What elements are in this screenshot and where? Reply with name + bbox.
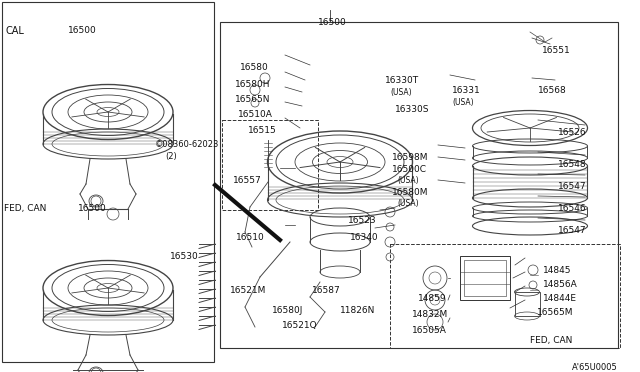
Text: 16551: 16551: [542, 46, 571, 55]
Text: 16580J: 16580J: [272, 306, 303, 315]
Text: (USA): (USA): [452, 98, 474, 107]
Text: 16548: 16548: [558, 160, 587, 169]
Text: CAL: CAL: [6, 26, 25, 36]
Text: 14844E: 14844E: [543, 294, 577, 303]
Bar: [390, 244, 620, 348]
Text: 16580H: 16580H: [235, 80, 271, 89]
Text: 16565M: 16565M: [537, 308, 573, 317]
Bar: [515, 292, 540, 316]
Bar: [464, 260, 506, 296]
Bar: [220, 22, 618, 348]
Bar: [460, 256, 510, 300]
Text: 16500: 16500: [78, 204, 107, 213]
Text: 16500: 16500: [68, 26, 97, 35]
Text: 16521Q: 16521Q: [282, 321, 317, 330]
Text: 16510A: 16510A: [238, 110, 273, 119]
Text: 14845: 14845: [543, 266, 572, 275]
Text: 16515: 16515: [248, 126, 276, 135]
Text: 16568: 16568: [538, 86, 567, 95]
Text: FED, CAN: FED, CAN: [530, 336, 572, 345]
Text: 16598M: 16598M: [392, 153, 429, 162]
Text: 14856A: 14856A: [543, 280, 578, 289]
Text: 16557: 16557: [233, 176, 262, 185]
Text: 16547: 16547: [558, 226, 587, 235]
Text: 16505A: 16505A: [412, 326, 447, 335]
Text: 16521M: 16521M: [230, 286, 266, 295]
Bar: [2, 2, 214, 362]
Text: 16547: 16547: [558, 182, 587, 191]
Text: 16580M: 16580M: [392, 188, 429, 197]
Text: ©08360-62023: ©08360-62023: [155, 140, 220, 149]
Text: 16500C: 16500C: [392, 165, 427, 174]
Text: 16526: 16526: [558, 128, 587, 137]
Text: 16330T: 16330T: [385, 76, 419, 85]
Text: 16546: 16546: [558, 204, 587, 213]
Text: 16331: 16331: [452, 86, 481, 95]
Text: (2): (2): [165, 152, 177, 161]
Text: FED, CAN: FED, CAN: [4, 204, 46, 213]
Text: 14832M: 14832M: [412, 310, 448, 319]
Text: 16565N: 16565N: [235, 95, 271, 104]
Text: 16340: 16340: [350, 233, 379, 242]
Text: 16580: 16580: [240, 63, 269, 72]
Text: (USA): (USA): [397, 199, 419, 208]
Text: A'65U0005: A'65U0005: [572, 363, 618, 372]
Text: 16330S: 16330S: [395, 105, 429, 114]
Text: (USA): (USA): [390, 88, 412, 97]
Text: 16510: 16510: [236, 233, 265, 242]
Text: 16500: 16500: [318, 18, 347, 27]
Text: (USA): (USA): [397, 176, 419, 185]
Text: 11826N: 11826N: [340, 306, 376, 315]
Text: 14859: 14859: [418, 294, 447, 303]
Text: 16530: 16530: [170, 252, 199, 261]
Text: 16523: 16523: [348, 216, 376, 225]
Bar: [222, 120, 318, 210]
Text: 16587: 16587: [312, 286, 340, 295]
